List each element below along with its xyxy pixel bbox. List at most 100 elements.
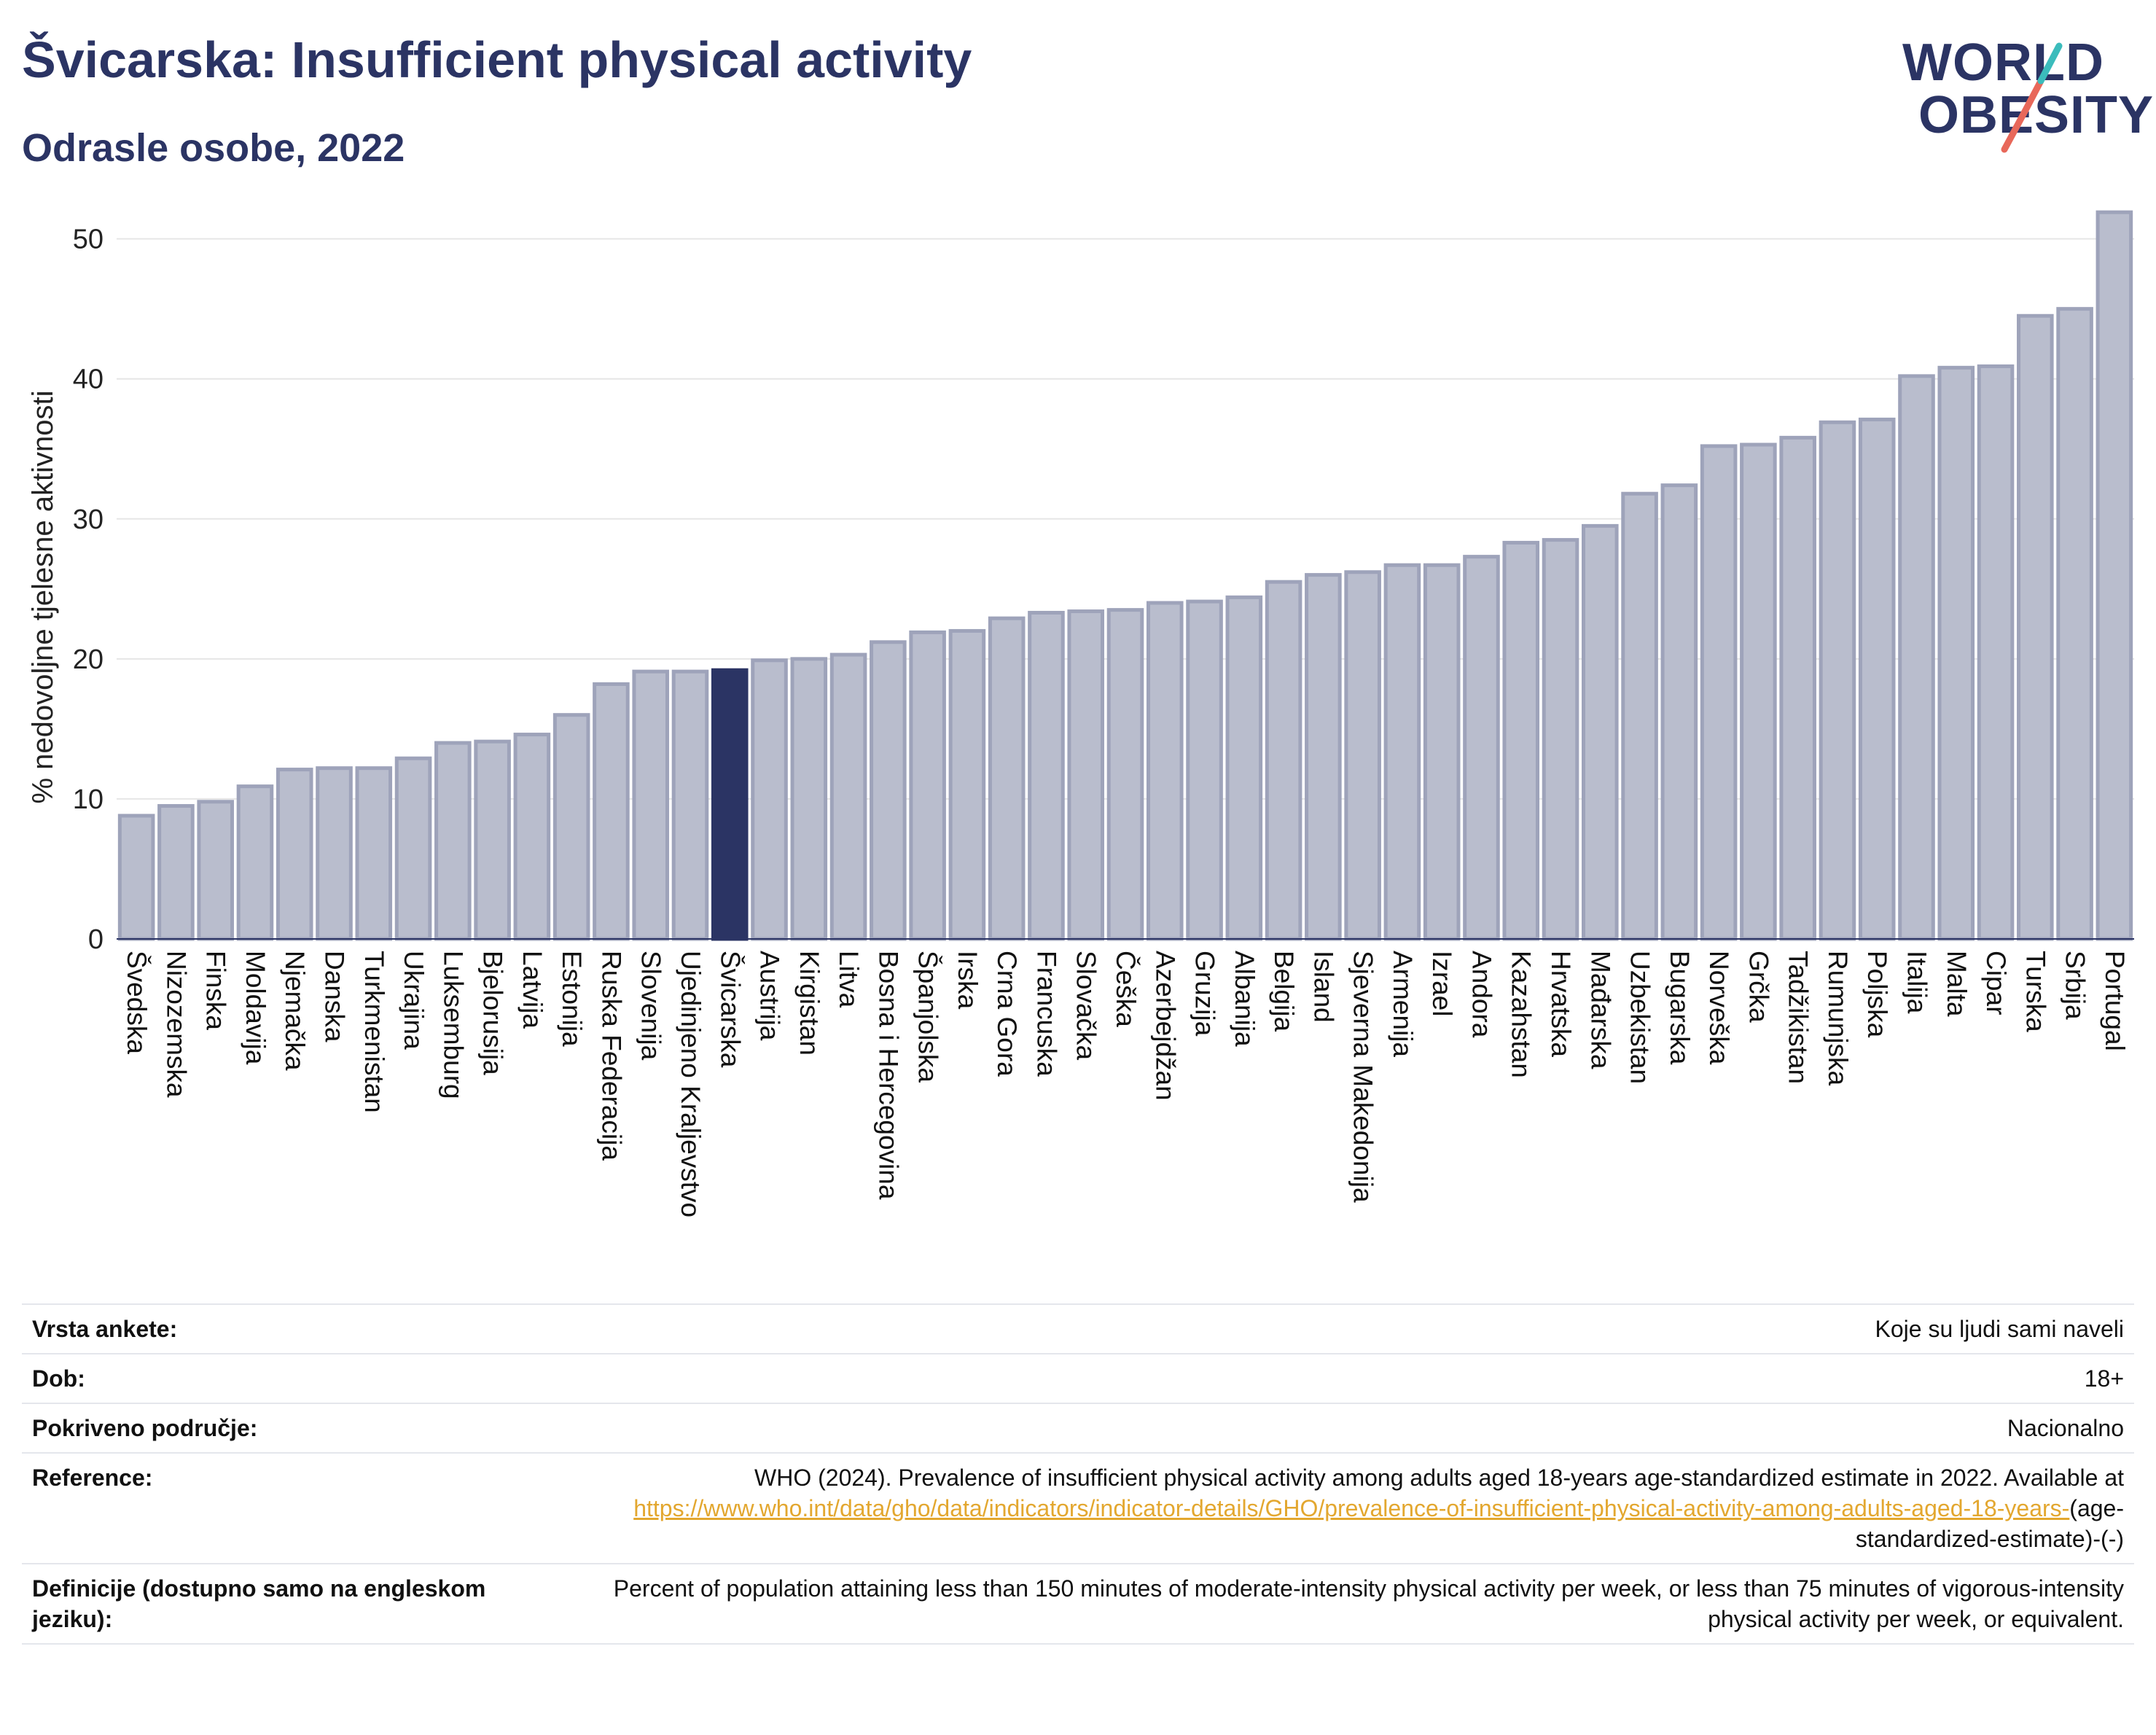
x-tick-label: Ujedinjeno Kraljevstvo bbox=[676, 951, 706, 1217]
x-tick-label: Irska bbox=[953, 951, 983, 1010]
x-tick-label: Andora bbox=[1466, 951, 1496, 1038]
y-tick-label: 30 bbox=[73, 504, 103, 535]
coverage-value: Nacionalno bbox=[552, 1403, 2134, 1453]
x-tick-label: Portugal bbox=[2100, 951, 2130, 1051]
x-tick-label: Azerbejdžan bbox=[1150, 951, 1180, 1101]
y-tick-label: 10 bbox=[73, 784, 103, 815]
x-tick-label: Mađarska bbox=[1585, 951, 1615, 1069]
x-tick-label: Crna Gora bbox=[992, 951, 1022, 1077]
bar bbox=[1502, 540, 1540, 941]
bar bbox=[236, 784, 274, 941]
bar bbox=[1463, 555, 1500, 941]
bars bbox=[117, 210, 2133, 941]
bar bbox=[117, 814, 155, 941]
x-tick-label: Grčka bbox=[1743, 951, 1773, 1023]
x-tick-label: Slovačka bbox=[1071, 951, 1101, 1061]
x-tick-label: Armenija bbox=[1388, 951, 1418, 1057]
x-tick-label: Luksemburg bbox=[438, 951, 468, 1099]
x-tick-label: Latvija bbox=[517, 951, 547, 1029]
x-tick-label: Kirgistan bbox=[794, 951, 824, 1056]
y-tick-label: 50 bbox=[73, 225, 103, 255]
info-row-definition: Definicije (dostupno samo na engleskom j… bbox=[22, 1563, 2134, 1645]
reference-link[interactable]: https://www.who.int/data/gho/data/indica… bbox=[633, 1495, 2070, 1521]
x-tick-label: Švicarska bbox=[715, 951, 745, 1068]
x-tick-label: Poljska bbox=[1862, 951, 1892, 1038]
x-tick-label: Belgija bbox=[1269, 951, 1299, 1032]
bar bbox=[1581, 523, 1619, 941]
x-tick-label: Estonija bbox=[557, 951, 587, 1047]
x-tick-label: Kazahstan bbox=[1507, 951, 1536, 1078]
x-tick-label: Austrija bbox=[755, 951, 785, 1041]
info-row-coverage: Pokriveno područje: Nacionalno bbox=[22, 1403, 2134, 1453]
bar bbox=[870, 640, 907, 941]
x-tick-label: Rumunjska bbox=[1823, 951, 1853, 1085]
bar bbox=[1305, 573, 1342, 941]
bar bbox=[552, 713, 590, 941]
bar bbox=[316, 766, 353, 941]
bar bbox=[1819, 420, 1856, 941]
x-tick-label: Češka bbox=[1111, 951, 1141, 1027]
info-row-survey-type: Vrsta ankete: Koje su ljudi sami naveli bbox=[22, 1303, 2134, 1354]
survey-type-label: Vrsta ankete: bbox=[22, 1303, 552, 1354]
bar bbox=[474, 739, 511, 941]
age-value: 18+ bbox=[552, 1353, 2134, 1403]
bar bbox=[1423, 563, 1461, 941]
info-table: Vrsta ankete: Koje su ljudi sami naveli … bbox=[22, 1303, 2134, 1645]
reference-text: WHO (2024). Prevalence of insufficient p… bbox=[754, 1465, 2124, 1491]
bar bbox=[1700, 444, 1738, 941]
x-tick-label: Moldavija bbox=[241, 951, 270, 1065]
bar bbox=[1344, 570, 1381, 941]
bar bbox=[2017, 313, 2054, 941]
y-tick-label: 20 bbox=[73, 644, 103, 675]
bar bbox=[711, 668, 749, 941]
bar bbox=[2096, 210, 2133, 941]
reference-value: WHO (2024). Prevalence of insufficient p… bbox=[552, 1452, 2134, 1564]
x-axis-labels: Švedska Nizozemska Finska Moldavija Njemačka… bbox=[122, 951, 2130, 1217]
bar bbox=[1858, 417, 1896, 941]
x-tick-label: Izrael bbox=[1427, 951, 1457, 1016]
y-tick-label: 0 bbox=[88, 924, 103, 955]
world-obesity-logo: WORLD OBESITY bbox=[1902, 33, 2153, 157]
info-row-age: Dob: 18+ bbox=[22, 1353, 2134, 1403]
bar bbox=[1067, 609, 1105, 941]
reference-suffix: (age-standardized-estimate)-(-) bbox=[1855, 1495, 2124, 1552]
bar bbox=[1383, 563, 1421, 941]
bar bbox=[1977, 364, 2015, 941]
bar bbox=[1898, 374, 1935, 941]
y-tick-label: 40 bbox=[73, 364, 103, 395]
bar bbox=[1225, 595, 1263, 941]
x-tick-label: Srbija bbox=[2061, 951, 2090, 1020]
x-tick-label: Turkmenistan bbox=[359, 951, 389, 1113]
x-tick-label: Nizozemska bbox=[161, 951, 191, 1098]
bar bbox=[276, 768, 313, 941]
x-tick-label: Ruska Federacija bbox=[596, 951, 626, 1161]
x-tick-label: Turska bbox=[2020, 951, 2050, 1032]
bar bbox=[1146, 601, 1184, 941]
bar bbox=[2056, 307, 2093, 941]
bar bbox=[909, 630, 946, 941]
bar bbox=[829, 652, 867, 941]
bar bbox=[513, 733, 551, 941]
bar bbox=[751, 658, 788, 941]
bar bbox=[355, 766, 393, 941]
x-tick-label: Tadžikistan bbox=[1784, 951, 1813, 1084]
bar bbox=[1186, 599, 1223, 941]
x-tick-label: Cipar bbox=[1981, 951, 2011, 1015]
y-axis-label: % nedovoljne tjelesne aktivnosti bbox=[27, 390, 59, 803]
bar bbox=[394, 756, 432, 941]
chart-subtitle: Odrasle osobe, 2022 bbox=[22, 126, 405, 170]
bar bbox=[948, 628, 986, 941]
bar bbox=[1028, 610, 1065, 941]
definition-label: Definicije (dostupno samo na engleskom j… bbox=[22, 1563, 552, 1645]
x-tick-label: Slovenija bbox=[636, 951, 666, 1061]
x-tick-label: Italija bbox=[1902, 951, 1932, 1014]
bar bbox=[593, 682, 630, 941]
bar bbox=[1779, 435, 1816, 941]
logo-slash-icon bbox=[2001, 42, 2063, 153]
x-tick-label: Ukrajina bbox=[399, 951, 429, 1050]
bar bbox=[157, 804, 195, 941]
x-tick-label: Gruzija bbox=[1190, 951, 1220, 1037]
bar bbox=[671, 669, 709, 941]
info-row-reference: Reference: WHO (2024). Prevalence of ins… bbox=[22, 1452, 2134, 1564]
x-tick-label: Švedska bbox=[122, 951, 152, 1054]
